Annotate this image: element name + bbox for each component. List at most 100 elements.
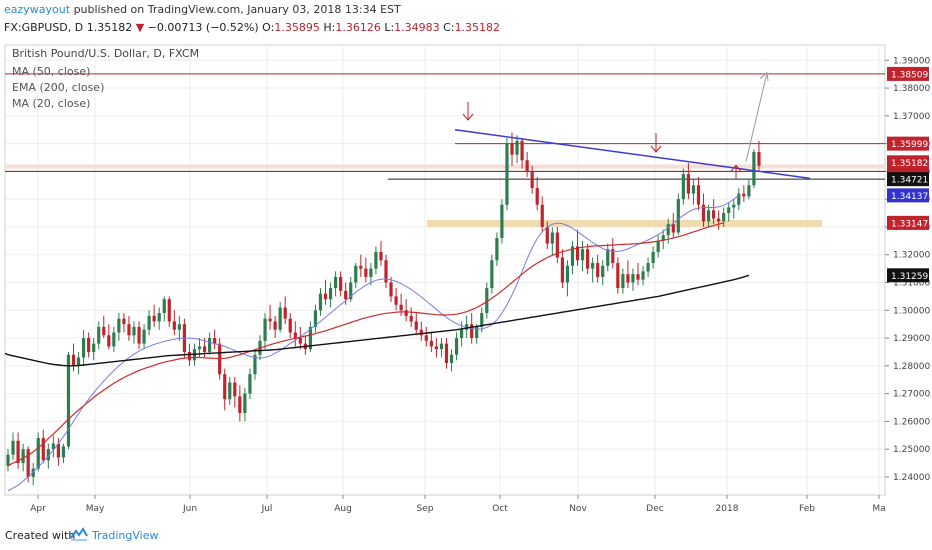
candle-body — [480, 313, 484, 327]
projection-arrow — [759, 71, 769, 81]
x-tick-label: 2018 — [716, 504, 739, 514]
candle-body — [454, 338, 459, 355]
price-tag — [887, 172, 929, 187]
candle-body — [691, 185, 696, 194]
candle-body — [706, 210, 711, 222]
candle-body — [369, 268, 373, 277]
tradingview-brand-link[interactable]: TradingView — [92, 529, 159, 542]
x-tick-label: Oct — [492, 504, 508, 514]
candle-body — [495, 238, 499, 261]
y-tick-label: 1.30000 — [893, 306, 930, 316]
legend-ma50[interactable]: MA (50, close) — [12, 65, 90, 78]
candle-body — [465, 324, 469, 330]
candle-body — [197, 346, 202, 350]
open-value: 1.35895 — [274, 21, 320, 34]
close-value: 1.35182 — [454, 21, 501, 34]
high-value: 1.36126 — [335, 21, 381, 34]
candle-body — [732, 204, 736, 208]
candle-body — [520, 140, 524, 161]
y-tick-label: 1.37000 — [893, 112, 930, 122]
candle-body — [374, 251, 378, 269]
candle-body — [545, 226, 549, 244]
chart-grid — [5, 45, 885, 495]
candle-body — [752, 151, 756, 186]
x-tick-label: May — [86, 504, 105, 514]
candle-body — [107, 335, 111, 347]
price-tag — [887, 155, 929, 170]
candle-body — [646, 263, 650, 272]
candle-body — [273, 321, 277, 330]
price-tag-label: 1.35999 — [891, 140, 928, 150]
symbol-label: FX:GBPUSD, D — [4, 21, 84, 34]
low-value: 1.34983 — [394, 21, 440, 34]
candle-body — [560, 257, 564, 283]
candle-body — [21, 449, 25, 464]
time-axis[interactable]: Apr May Jun Jul Aug Sep Oct Nov Dec 2018 Feb Ma — [30, 495, 886, 514]
candle-body — [36, 438, 40, 469]
price-tag — [887, 136, 929, 151]
legend-ema200[interactable]: EMA (200, close) — [12, 81, 104, 94]
chart-header: eazywayout published on TradingView.com,… — [0, 0, 932, 40]
price-band — [5, 164, 885, 169]
open-label: O: — [262, 21, 275, 34]
candle-body — [76, 357, 81, 366]
candle-body — [606, 249, 610, 266]
author-link[interactable]: eazywayout — [4, 3, 71, 16]
candle-body — [278, 307, 282, 330]
candle-body — [132, 326, 136, 336]
candle-body — [238, 396, 242, 414]
candle-body — [701, 204, 706, 222]
candle-body — [389, 282, 393, 297]
candle-body — [66, 354, 71, 447]
candle-body — [31, 468, 35, 477]
candle-body — [6, 454, 10, 466]
ma20-line — [7, 194, 740, 492]
x-tick-label: Dec — [646, 504, 663, 514]
x-tick-label: Jun — [182, 504, 197, 514]
candle-body — [46, 449, 50, 461]
candle-body — [596, 263, 600, 277]
candle-body — [621, 274, 625, 289]
legend-ma20[interactable]: MA (20, close) — [12, 97, 90, 110]
candle-body — [233, 382, 237, 397]
high-label: H: — [323, 21, 336, 34]
candle-body — [686, 174, 690, 194]
candle-body — [490, 260, 494, 289]
tradingview-logo-icon — [70, 527, 88, 541]
candle-body — [87, 338, 91, 352]
ema200-line — [4, 352, 9, 356]
candle-body — [344, 290, 348, 300]
drawings — [454, 71, 811, 180]
y-tick-label: 1.39000 — [893, 56, 930, 66]
candle-body — [202, 346, 207, 352]
candlestick-series — [6, 132, 761, 486]
candle-body — [228, 382, 232, 400]
price-chart[interactable]: 1.390001.380001.370001.360001.350001.340… — [0, 40, 932, 525]
candle-body — [313, 310, 318, 327]
candle-body — [71, 354, 76, 366]
candle-body — [626, 274, 630, 283]
candle-body — [248, 374, 252, 394]
ma50-line — [7, 222, 724, 467]
y-tick-label: 1.31000 — [893, 279, 930, 289]
candle-body — [444, 343, 449, 364]
sell-arrow — [462, 113, 474, 121]
candle-body — [641, 271, 645, 280]
candle-body — [61, 446, 66, 458]
price-tag-label: 1.33147 — [891, 219, 928, 229]
candle-body — [485, 288, 489, 314]
annotation-zones — [5, 73, 885, 227]
candle-body — [298, 338, 302, 344]
candle-body — [601, 265, 605, 277]
candle-body — [26, 449, 30, 477]
candle-body — [122, 318, 126, 325]
price-tag-label: 1.34721 — [891, 176, 928, 186]
candle-body — [540, 204, 544, 227]
candle-body — [525, 160, 529, 172]
candle-body — [636, 274, 640, 280]
candle-body — [213, 338, 217, 344]
candle-body — [268, 318, 272, 322]
candle-body — [308, 326, 312, 350]
candle-body — [565, 265, 570, 283]
price-tag-label: 1.38509 — [891, 70, 928, 80]
